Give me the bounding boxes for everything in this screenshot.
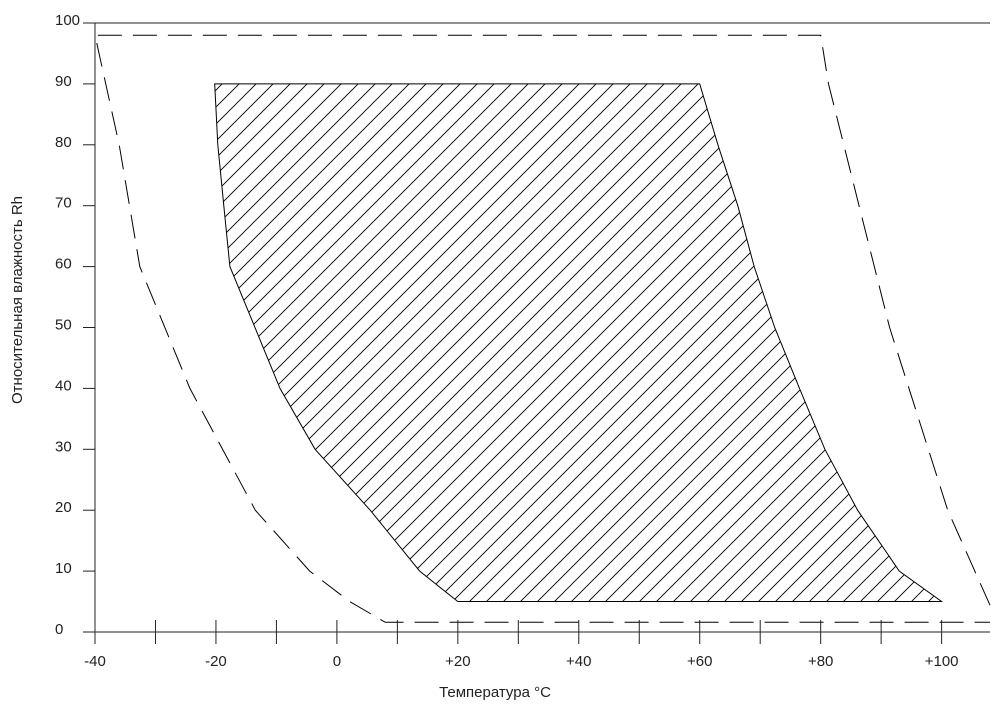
y-tick-label: 20 xyxy=(55,499,72,516)
x-axis-title: Температура °C xyxy=(439,684,551,701)
x-tick-label: +40 xyxy=(566,653,591,670)
y-tick-label: 100 xyxy=(55,12,80,29)
y-tick-label: 30 xyxy=(55,438,72,455)
y-tick-label: 10 xyxy=(55,560,72,577)
y-tick-label: 70 xyxy=(55,195,72,212)
x-tick-label: +100 xyxy=(925,653,959,670)
x-tick-label: -40 xyxy=(84,653,106,670)
x-tick-label: +20 xyxy=(445,653,470,670)
y-tick-label: 60 xyxy=(55,256,72,273)
y-tick-label: 50 xyxy=(55,316,72,333)
y-tick-label: 80 xyxy=(55,134,72,151)
y-tick-label: 40 xyxy=(55,377,72,394)
y-tick-label: 90 xyxy=(55,73,72,90)
hatched-region xyxy=(214,83,944,602)
x-tick-label: +80 xyxy=(808,653,833,670)
x-tick-label: -20 xyxy=(205,653,227,670)
x-tick-label: 0 xyxy=(333,653,341,670)
x-tick-label: +60 xyxy=(687,653,712,670)
y-axis-title: Относительная влажность Rh xyxy=(9,196,26,404)
y-tick-label: 0 xyxy=(55,621,63,638)
dashed-boundary xyxy=(94,34,991,623)
